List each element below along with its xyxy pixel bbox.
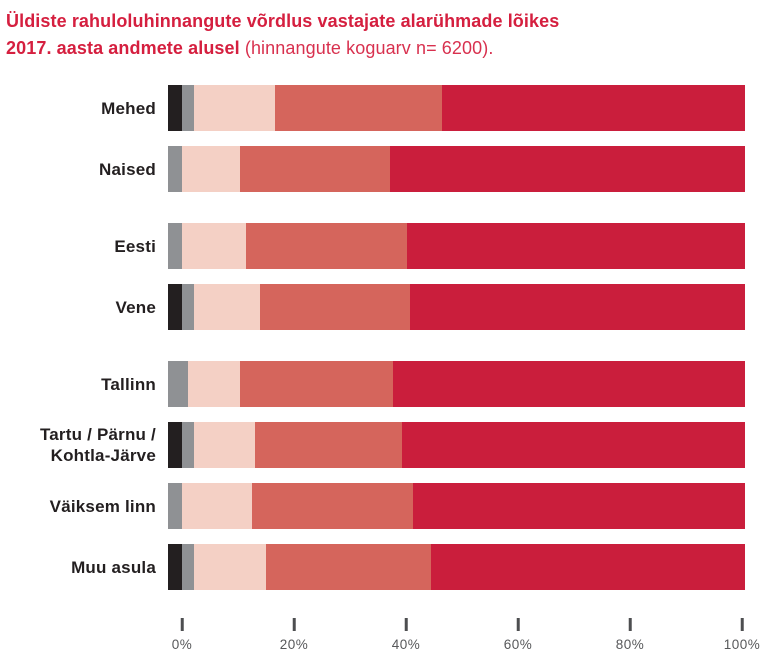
crimson-segment [393,361,745,407]
chart-row: Väiksem linn [6,483,768,529]
black-segment [168,85,183,131]
gray-segment [168,223,183,269]
axis-tick-mark [628,618,632,631]
category-label: Väiksem linn [49,496,156,516]
pink-segment [188,361,241,407]
chart-row: Muu asula [6,544,768,590]
salmon-segment [266,544,431,590]
chart-row: Mehed [6,85,768,131]
axis-tick-mark [516,618,520,631]
chart-title: Üldiste rahuloluhinnangute võrdlus vasta… [6,8,768,62]
axis-tick: 80% [616,618,645,652]
salmon-segment [240,146,391,192]
axis-tick-mark [292,618,296,631]
chart-row: Vene [6,284,768,330]
category-label: Vene [115,297,156,317]
salmon-segment [251,483,414,529]
axis-tick-mark [404,618,408,631]
black-segment [168,284,183,330]
stacked-bar [168,483,745,529]
axis-tick-label: 80% [615,637,645,652]
gray-segment [182,422,194,468]
gray-segment [182,544,194,590]
pink-segment [182,483,252,529]
x-axis: 0% 20% 40% 60% 80% 100% [168,618,760,660]
chart-row: Eesti [6,223,768,269]
category-label: Tallinn [101,374,156,394]
pink-segment [182,146,241,192]
crimson-segment [413,483,745,529]
pink-segment [193,544,267,590]
salmon-segment [274,85,443,131]
stacked-bar [168,284,745,330]
gray-segment [182,284,194,330]
black-segment [168,422,183,468]
chart-row: Naised [6,146,768,192]
chart-row: Tallinn [6,361,768,407]
category-label: Naised [99,159,156,179]
gray-segment [168,146,183,192]
axis-tick: 100% [724,618,761,652]
axis-tick: 20% [280,618,309,652]
crimson-segment [401,422,745,468]
chart-title-line1: Üldiste rahuloluhinnangute võrdlus vasta… [6,11,560,31]
black-segment [168,544,183,590]
crimson-segment [430,544,745,590]
category-label: Tartu / Pärnu / Kohtla-Järve [39,425,156,465]
stacked-bar [168,146,745,192]
stacked-bar [168,85,745,131]
category-label: Mehed [101,98,156,118]
stacked-bar [168,422,745,468]
salmon-segment [254,422,402,468]
chart-title-line2-light: (hinnangute koguarv n= 6200). [239,38,494,58]
axis-tick-mark [180,618,184,631]
axis-tick-label: 0% [171,637,193,652]
pink-segment [182,223,246,269]
crimson-segment [390,146,745,192]
gray-segment [168,361,189,407]
category-label: Muu asula [71,557,156,577]
gray-segment [168,483,183,529]
crimson-segment [410,284,745,330]
chart-rows: Mehed Naised Eesti Vene Tallinn Tartu / Pärnu… [6,85,768,590]
crimson-segment [407,223,745,269]
axis-tick-label: 40% [391,637,421,652]
pink-segment [193,85,275,131]
axis-tick-mark [740,618,744,631]
axis-tick: 60% [504,618,533,652]
salmon-segment [240,361,393,407]
salmon-segment [260,284,411,330]
axis-tick: 40% [392,618,421,652]
pink-segment [193,284,261,330]
salmon-segment [245,223,408,269]
chart-title-line2-bold: 2017. aasta andmete alusel [6,38,240,58]
chart-row: Tartu / Pärnu / Kohtla-Järve [6,422,768,468]
crimson-segment [442,85,745,131]
stacked-bar [168,361,745,407]
stacked-bar [168,223,745,269]
axis-tick-label: 100% [723,637,761,652]
pink-segment [193,422,255,468]
axis-tick: 0% [172,618,193,652]
gray-segment [182,85,194,131]
category-label: Eesti [114,236,156,256]
axis-tick-label: 20% [279,637,309,652]
axis-tick-label: 60% [503,637,533,652]
stacked-bar [168,544,745,590]
